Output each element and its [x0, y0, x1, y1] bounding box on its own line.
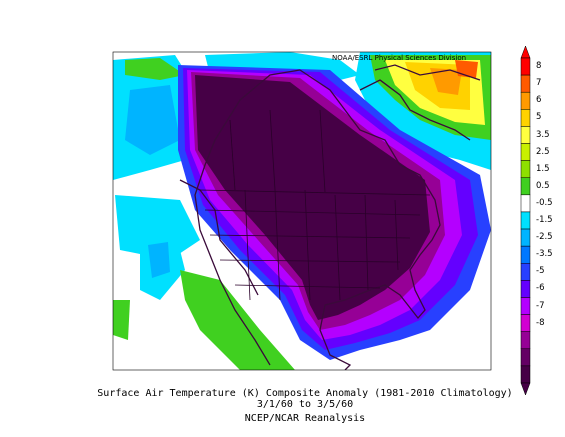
map-frame [112, 51, 492, 371]
colorbar-tick-label: -8 [536, 317, 545, 328]
colorbar-swatch [520, 331, 531, 350]
colorbar-swatch [520, 91, 531, 110]
colorbar-swatch [520, 177, 531, 196]
colorbar-swatch [520, 348, 531, 367]
colorbar-swatch [520, 245, 531, 264]
colorbar-swatch [520, 211, 531, 230]
colorbar-tick-label: -1.5 [536, 215, 553, 226]
colorbar-swatch [520, 194, 531, 213]
colorbar-swatch [520, 57, 531, 76]
credit-label: NOAA/ESRL Physical Sciences Division [332, 54, 467, 62]
colorbar-swatch [520, 126, 531, 144]
colorbar-tick-label: -7 [536, 300, 545, 311]
caption-source: NCEP/NCAR Reanalysis [244, 413, 366, 424]
colorbar-tick-label: 2.5 [536, 146, 550, 157]
colorbar-swatch [520, 143, 531, 161]
colorbar-tick-label: -2.5 [536, 232, 553, 243]
colorbar-tick-label: 0.5 [536, 180, 550, 191]
colorbar-tick-label: -6 [536, 283, 545, 294]
colorbar-tick-label: 3.5 [536, 129, 550, 140]
colorbar [520, 45, 531, 396]
colorbar-swatch [520, 109, 531, 127]
colorbar-swatch [520, 160, 531, 178]
colorbar-swatch [520, 365, 531, 384]
colorbar-tick-label: -0.5 [536, 197, 553, 208]
map-field [113, 52, 491, 370]
colorbar-swatch [520, 263, 531, 281]
colorbar-tick-label: 1.5 [536, 163, 550, 174]
coastlines [179, 64, 481, 370]
colorbar-swatch [520, 228, 531, 247]
colorbar-top-arrow [520, 45, 531, 59]
caption-title: Surface Air Temperature (K) Composite An… [97, 388, 513, 399]
colorbar-bottom-arrow [520, 382, 531, 396]
colorbar-tick-label: -3.5 [536, 249, 553, 260]
colorbar-swatch [520, 74, 531, 93]
colorbar-tick-label: 8 [536, 61, 542, 72]
colorbar-tick-label: 5 [536, 112, 542, 123]
colorbar-swatch [520, 297, 531, 315]
political-boundaries [199, 109, 431, 301]
colorbar-tick-label: -5 [536, 266, 545, 277]
colorbar-tick-label: 7 [536, 78, 542, 89]
colorbar-swatch [520, 280, 531, 298]
colorbar-swatch [520, 314, 531, 332]
colorbar-tick-label: 6 [536, 95, 542, 106]
caption-dates: 3/1/60 to 3/5/60 [256, 399, 354, 410]
